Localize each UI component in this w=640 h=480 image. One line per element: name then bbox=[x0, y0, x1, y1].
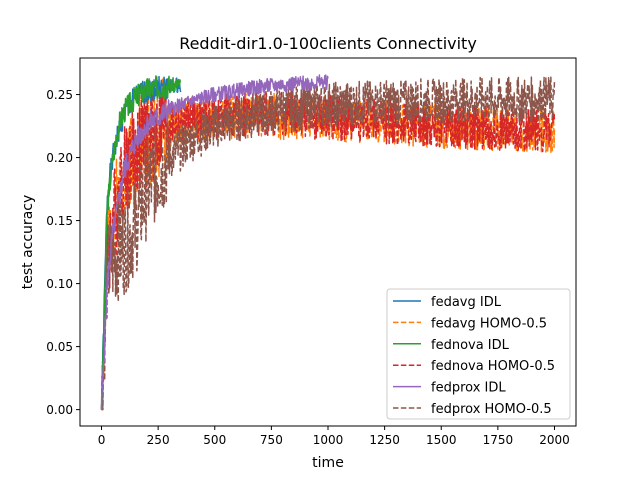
plot-frame bbox=[79, 57, 577, 427]
x-tick-label: 750 bbox=[260, 433, 283, 447]
y-tick-label: 0.15 bbox=[46, 214, 73, 228]
x-tick-label: 0 bbox=[98, 433, 106, 447]
series-line-4 bbox=[100, 74, 329, 410]
x-tick-label: 1500 bbox=[426, 433, 457, 447]
y-tick-label: 0.20 bbox=[46, 151, 73, 165]
legend-label: fedprox IDL bbox=[431, 381, 506, 396]
legend-label: fedavg IDL bbox=[431, 295, 502, 310]
legend-box bbox=[386, 288, 571, 420]
legend: fedavg IDL fedavg HOMO-0.5 fednova IDL fedn… bbox=[386, 288, 571, 420]
chart-title: Reddit-dir1.0-100clients Connectivity bbox=[179, 34, 477, 53]
x-tick-label: 1000 bbox=[313, 433, 344, 447]
legend-label: fedprox HOMO-0.5 bbox=[431, 402, 552, 417]
series-line-5 bbox=[100, 76, 556, 411]
legend-label: fednova IDL bbox=[431, 338, 510, 353]
y-tick-label: 0.05 bbox=[46, 340, 73, 354]
x-tick-label: 500 bbox=[203, 433, 226, 447]
x-tick-label: 2000 bbox=[539, 433, 570, 447]
y-tick-label: 0.10 bbox=[46, 277, 73, 291]
x-tick-label: 1750 bbox=[483, 433, 514, 447]
legend-label: fednova HOMO-0.5 bbox=[431, 359, 555, 374]
y-axis-label: test accuracy bbox=[20, 195, 36, 290]
x-tick-label: 250 bbox=[147, 433, 170, 447]
x-tick-label: 1250 bbox=[369, 433, 400, 447]
series-layer bbox=[100, 74, 556, 411]
axes-layer: 0 250 500 750 1000 1250 1500 1750 2000 0.00 0.05 0.… bbox=[46, 88, 569, 447]
legend-label: fedavg HOMO-0.5 bbox=[431, 316, 547, 331]
series-line-2 bbox=[100, 75, 182, 410]
x-axis-label: time bbox=[312, 455, 344, 471]
y-tick-label: 0.00 bbox=[46, 403, 73, 417]
y-tick-label: 0.25 bbox=[46, 88, 73, 102]
